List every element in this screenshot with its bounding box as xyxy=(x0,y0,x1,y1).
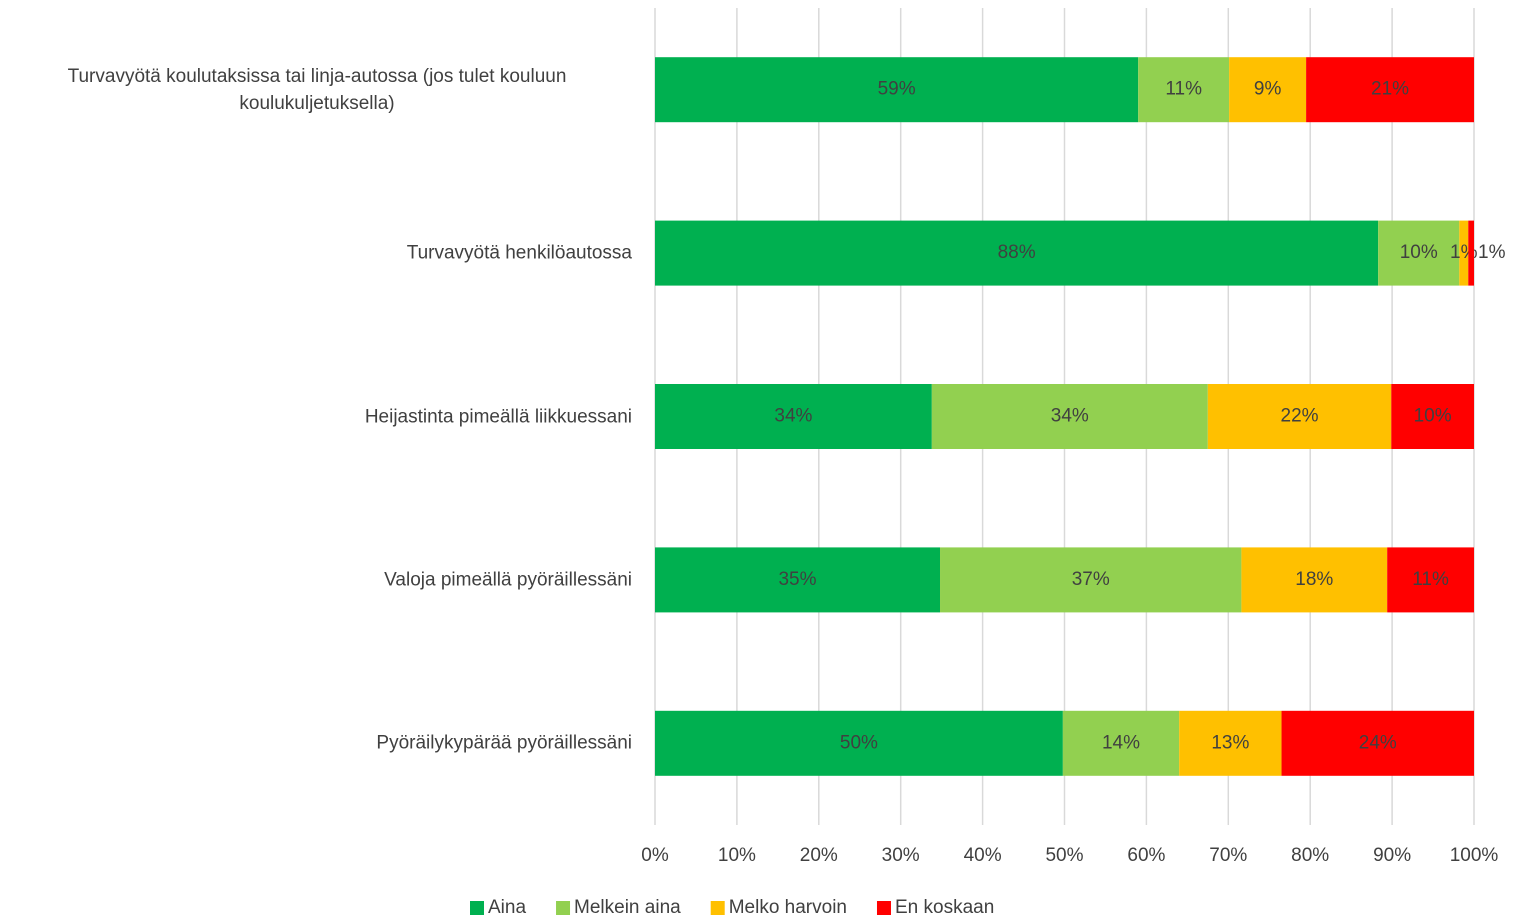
x-tick-label: 60% xyxy=(1127,845,1165,866)
data-label: 10% xyxy=(1400,242,1438,263)
bar-segment xyxy=(1241,547,1388,613)
data-label: 11% xyxy=(1165,79,1202,100)
bar-segment xyxy=(655,220,1379,286)
bar-segment xyxy=(655,57,1139,123)
category-label: Pyöräilykypärää pyöräillessäni xyxy=(376,732,632,754)
bar-segment xyxy=(655,547,941,613)
legend-swatch xyxy=(710,901,725,915)
data-label: 21% xyxy=(1371,79,1409,100)
data-label: 18% xyxy=(1295,569,1333,590)
bar-segment xyxy=(931,384,1208,449)
data-label: 9% xyxy=(1254,79,1282,100)
data-label: 14% xyxy=(1102,732,1140,753)
data-label: 50% xyxy=(840,732,878,753)
bar-segment xyxy=(1459,220,1469,286)
legend-swatch xyxy=(876,901,891,915)
legend-swatch xyxy=(470,901,484,915)
data-label: 1% xyxy=(1478,242,1506,263)
data-label: 10% xyxy=(1414,406,1452,427)
legend-label: Aina xyxy=(488,897,526,918)
bar-segment xyxy=(1378,220,1460,286)
data-label: 24% xyxy=(1359,732,1397,753)
bar-segment xyxy=(1391,384,1474,449)
data-label: 37% xyxy=(1072,569,1110,590)
x-tick-label: 100% xyxy=(1450,845,1499,866)
bar-segment xyxy=(1207,384,1392,449)
bar-segment xyxy=(940,547,1242,613)
category-label: Valoja pimeällä pyöräillessäni xyxy=(384,569,632,591)
bar-segment xyxy=(1281,710,1474,776)
bar-segment xyxy=(1387,547,1474,613)
data-label: 13% xyxy=(1211,732,1249,753)
x-tick-label: 20% xyxy=(800,845,838,866)
bar-segment xyxy=(1468,220,1474,286)
category-label: Turvavyötä koulutaksissa tai linja-autos… xyxy=(67,65,567,114)
x-tick-label: 50% xyxy=(1045,845,1083,866)
legend-label: Melkein aina xyxy=(574,897,681,918)
bar-segment xyxy=(1062,710,1180,776)
data-label: 59% xyxy=(878,79,916,100)
bar-segment xyxy=(1138,57,1230,123)
category-label: Heijastinta pimeällä liikkuessani xyxy=(364,406,632,427)
bar-segment xyxy=(655,710,1063,776)
data-label: 34% xyxy=(1051,406,1089,427)
legend-swatch xyxy=(556,901,571,915)
bar-segment xyxy=(1229,57,1307,123)
x-tick-label: 0% xyxy=(641,845,669,866)
x-tick-label: 80% xyxy=(1291,845,1329,866)
x-tick-label: 10% xyxy=(718,845,756,866)
bar-segment xyxy=(655,384,932,449)
x-tick-label: 30% xyxy=(882,845,920,866)
x-tick-label: 90% xyxy=(1373,845,1411,866)
x-tick-label: 70% xyxy=(1209,845,1247,866)
legend-label: Melko harvoin xyxy=(729,897,847,918)
bar-segment xyxy=(1179,710,1282,776)
legend-label: En koskaan xyxy=(895,897,994,918)
data-label: 11% xyxy=(1412,569,1449,590)
data-label: 34% xyxy=(774,406,812,427)
bar-segment xyxy=(1306,57,1474,123)
category-label: Turvavyötä henkilöautossa xyxy=(406,242,632,264)
data-label: 88% xyxy=(998,242,1036,263)
data-label: 35% xyxy=(778,569,816,590)
x-tick-label: 40% xyxy=(964,845,1002,866)
data-label: 22% xyxy=(1281,406,1319,427)
